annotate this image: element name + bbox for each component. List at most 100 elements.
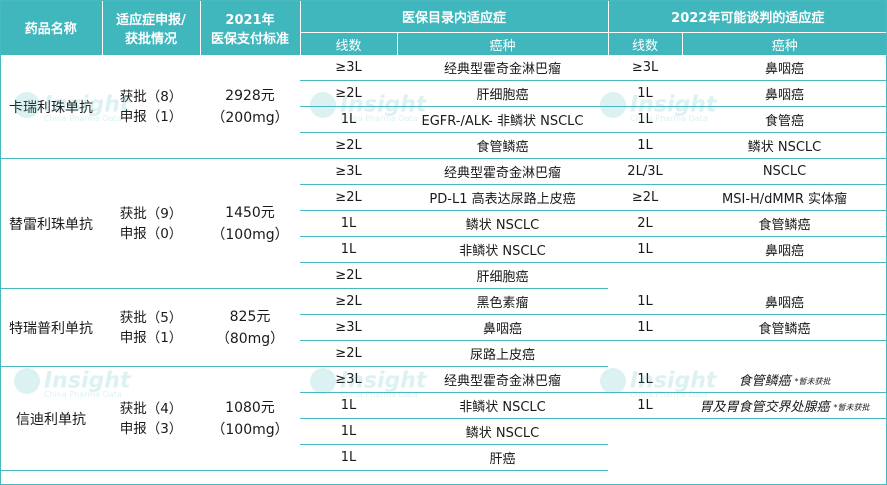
header-indication-status: 适应症申报/ 获批情况 bbox=[102, 0, 201, 55]
pay-standard: 825元 （80mg） bbox=[200, 288, 300, 367]
table-row: 1L 非鳞状 NSCLC 1L 胃及胃食管交界处腺癌 *暂未获批 bbox=[0, 392, 887, 419]
possible-line: 1L bbox=[608, 366, 683, 393]
table-row: 1L EGFR-/ALK- 非鳞状 NSCLC 1L 食管癌 bbox=[0, 106, 887, 133]
possible-cancer bbox=[682, 419, 887, 445]
approved-count: 获批（8） bbox=[119, 88, 183, 105]
table-row: 1L 鳞状 NSCLC 2L 食管鳞癌 bbox=[0, 210, 887, 237]
catalog-line: 1L bbox=[300, 418, 397, 445]
header-drug-name: 药品名称 bbox=[0, 0, 103, 55]
possible-cancer: 食管癌 bbox=[682, 106, 887, 133]
possible-line: 1L bbox=[608, 288, 683, 315]
possible-cancer: 鼻咽癌 bbox=[682, 288, 887, 315]
table-row: ≥2L 肝细胞癌 bbox=[0, 262, 887, 289]
pay-standard: 1450元 （100mg） bbox=[200, 158, 300, 289]
possible-cancer: 食管鳞癌 *暂未获批 bbox=[682, 366, 887, 393]
header-pay-standard-line2: 医保支付标准 bbox=[210, 31, 289, 47]
possible-cancer bbox=[682, 263, 887, 289]
approved-count: 获批（4） bbox=[119, 400, 183, 417]
possible-line bbox=[608, 341, 682, 367]
pay-spec: （100mg） bbox=[211, 226, 289, 243]
possible-line bbox=[608, 445, 682, 471]
header-pay-standard: 2021年 医保支付标准 bbox=[200, 0, 301, 55]
approved-count: 获批（9） bbox=[119, 205, 183, 222]
pay-amount: 1080元 bbox=[225, 399, 275, 416]
catalog-cancer: EGFR-/ALK- 非鳞状 NSCLC bbox=[397, 106, 609, 133]
catalog-line: ≥2L bbox=[300, 288, 397, 315]
catalog-cancer: 肝细胞癌 bbox=[397, 262, 609, 289]
table-row: ≥2L PD-L1 高表达尿路上皮癌 ≥2L MSI-H/dMMR 实体瘤 bbox=[0, 184, 887, 211]
indication-table: 药品名称 适应症申报/ 获批情况 2021年 医保支付标准 医保目录内适应症 2… bbox=[0, 0, 887, 471]
catalog-line: 1L bbox=[300, 236, 397, 263]
table-row: ≥3L 鼻咽癌 1L 食管鳞癌 bbox=[0, 314, 887, 341]
possible-cancer: NSCLC bbox=[682, 158, 887, 185]
catalog-cancer: 经典型霍奇金淋巴瘤 bbox=[397, 366, 609, 393]
catalog-line: ≥2L bbox=[300, 340, 397, 367]
drug-name: 卡瑞利珠单抗 bbox=[0, 55, 102, 159]
catalog-cancer: 非鳞状 NSCLC bbox=[397, 392, 609, 419]
possible-cancer: 食管鳞癌 bbox=[682, 210, 887, 237]
pay-spec: （100mg） bbox=[211, 421, 289, 438]
filed-count: 申报（3） bbox=[119, 420, 183, 437]
header-cancer-type-2022: 癌种 bbox=[682, 32, 887, 55]
catalog-cancer: 鼻咽癌 bbox=[397, 314, 609, 341]
pay-spec: （200mg） bbox=[211, 109, 289, 126]
possible-cancer: 鼻咽癌 bbox=[682, 236, 887, 263]
catalog-line: ≥3L bbox=[300, 314, 397, 341]
catalog-cancer: 鳞状 NSCLC bbox=[397, 418, 609, 445]
table-row: 1L 非鳞状 NSCLC 1L 鼻咽癌 bbox=[0, 236, 887, 263]
catalog-line: ≥3L bbox=[300, 55, 397, 81]
catalog-cancer: 鳞状 NSCLC bbox=[397, 210, 609, 237]
possible-cancer: 鼻咽癌 bbox=[682, 80, 887, 107]
catalog-cancer: 黑色素瘤 bbox=[397, 288, 609, 315]
possible-line bbox=[608, 419, 682, 445]
table-row: ≥2L 尿路上皮癌 bbox=[0, 340, 887, 367]
catalog-line: 1L bbox=[300, 392, 397, 419]
possible-line: 1L bbox=[608, 80, 683, 107]
possible-line: 2L bbox=[608, 210, 683, 237]
catalog-cancer: 肝细胞癌 bbox=[397, 80, 609, 107]
catalog-line: ≥2L bbox=[300, 262, 397, 289]
catalog-cancer: 非鳞状 NSCLC bbox=[397, 236, 609, 263]
catalog-cancer: 经典型霍奇金淋巴瘤 bbox=[397, 158, 609, 185]
possible-line: 1L bbox=[608, 314, 683, 341]
possible-line: 2L/3L bbox=[608, 158, 683, 185]
header-line-count-2022: 线数 bbox=[608, 32, 683, 55]
header-catalog-indications: 医保目录内适应症 bbox=[300, 0, 609, 33]
header-indication-status-line2: 获批情况 bbox=[124, 31, 177, 47]
drug-name: 信迪利单抗 bbox=[0, 366, 102, 471]
table-row: 1L 鳞状 NSCLC bbox=[0, 418, 887, 445]
indication-status: 获批（4） 申报（3） bbox=[102, 366, 200, 471]
possible-line: ≥3L bbox=[608, 55, 683, 81]
catalog-line: ≥3L bbox=[300, 158, 397, 185]
table-row: 替雷利珠单抗 获批（9） 申报（0） 1450元 （100mg） ≥3L 经典型霍奇金淋巴瘤… bbox=[0, 158, 887, 289]
indication-status: 获批（9） 申报（0） bbox=[102, 158, 200, 289]
table-row: 卡瑞利珠单抗 获批（8） 申报（1） 2928元 （200mg） ≥3L 经典型霍奇金淋巴瘤… bbox=[0, 55, 887, 159]
not-approved-note: *暂未获批 bbox=[794, 376, 831, 386]
filed-count: 申报（1） bbox=[119, 108, 183, 125]
possible-line: 1L bbox=[608, 132, 683, 159]
pay-amount: 2928元 bbox=[225, 87, 275, 104]
pay-amount: 825元 bbox=[229, 308, 271, 325]
catalog-line: ≥2L bbox=[300, 132, 397, 159]
catalog-cancer: PD-L1 高表达尿路上皮癌 bbox=[397, 184, 609, 211]
possible-line: ≥2L bbox=[608, 184, 683, 211]
catalog-line: ≥3L bbox=[300, 366, 397, 393]
table-row: 特瑞普利单抗 获批（5） 申报（1） 825元 （80mg） ≥2L 黑色素瘤 1L 鼻咽癌 bbox=[0, 288, 887, 367]
header-line-count: 线数 bbox=[300, 32, 398, 55]
possible-line: 1L bbox=[608, 392, 683, 419]
pay-standard: 1080元 （100mg） bbox=[200, 366, 300, 471]
not-approved-note: *暂未获批 bbox=[833, 403, 870, 412]
possible-line: 1L bbox=[608, 236, 683, 263]
catalog-line: ≥2L bbox=[300, 80, 397, 107]
table-row: ≥2L 肝细胞癌 1L 鼻咽癌 bbox=[0, 80, 887, 107]
catalog-cancer: 食管鳞癌 bbox=[397, 132, 609, 159]
header-possible-indications: 2022年可能谈判的适应症 bbox=[608, 0, 887, 33]
possible-line: 1L bbox=[608, 106, 683, 133]
table-row: 1L 肝癌 bbox=[0, 444, 887, 471]
possible-cancer-name: 胃及胃食管交界处腺癌 bbox=[699, 400, 830, 415]
possible-cancer: 鳞状 NSCLC bbox=[682, 132, 887, 159]
header-cancer-type: 癌种 bbox=[397, 32, 609, 55]
possible-cancer: 胃及胃食管交界处腺癌 *暂未获批 bbox=[682, 392, 887, 419]
drug-name: 替雷利珠单抗 bbox=[0, 158, 102, 289]
catalog-line: 1L bbox=[300, 210, 397, 237]
